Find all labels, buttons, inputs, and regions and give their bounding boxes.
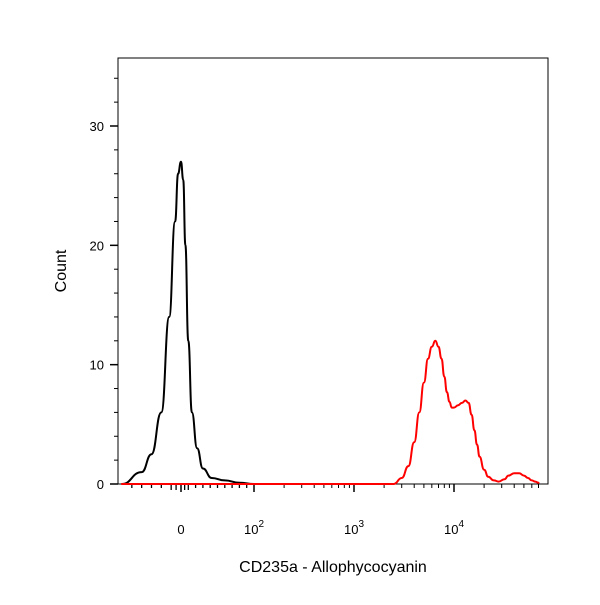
labels-layer: 0 10 20 30 0 102 103 104 [90,119,465,537]
y-tick-label: 0 [97,477,104,492]
x-tick-label: 0 [177,522,184,537]
y-tick-label: 30 [90,119,104,134]
ticks-layer [110,77,540,492]
series-layer [121,160,540,486]
x-tick-label: 102 [244,519,264,537]
y-tick-label: 20 [90,238,104,253]
histogram-series-1 [121,160,255,485]
y-tick-label: 10 [90,358,104,373]
plot-frame [117,57,549,485]
y-axis-title: Count [53,249,70,292]
x-axis-title: CD235a - Allophycocyanin [239,559,427,576]
x-tick-label: 104 [444,519,464,537]
x-tick-label: 103 [344,519,364,537]
histogram-series-2 [121,339,540,486]
